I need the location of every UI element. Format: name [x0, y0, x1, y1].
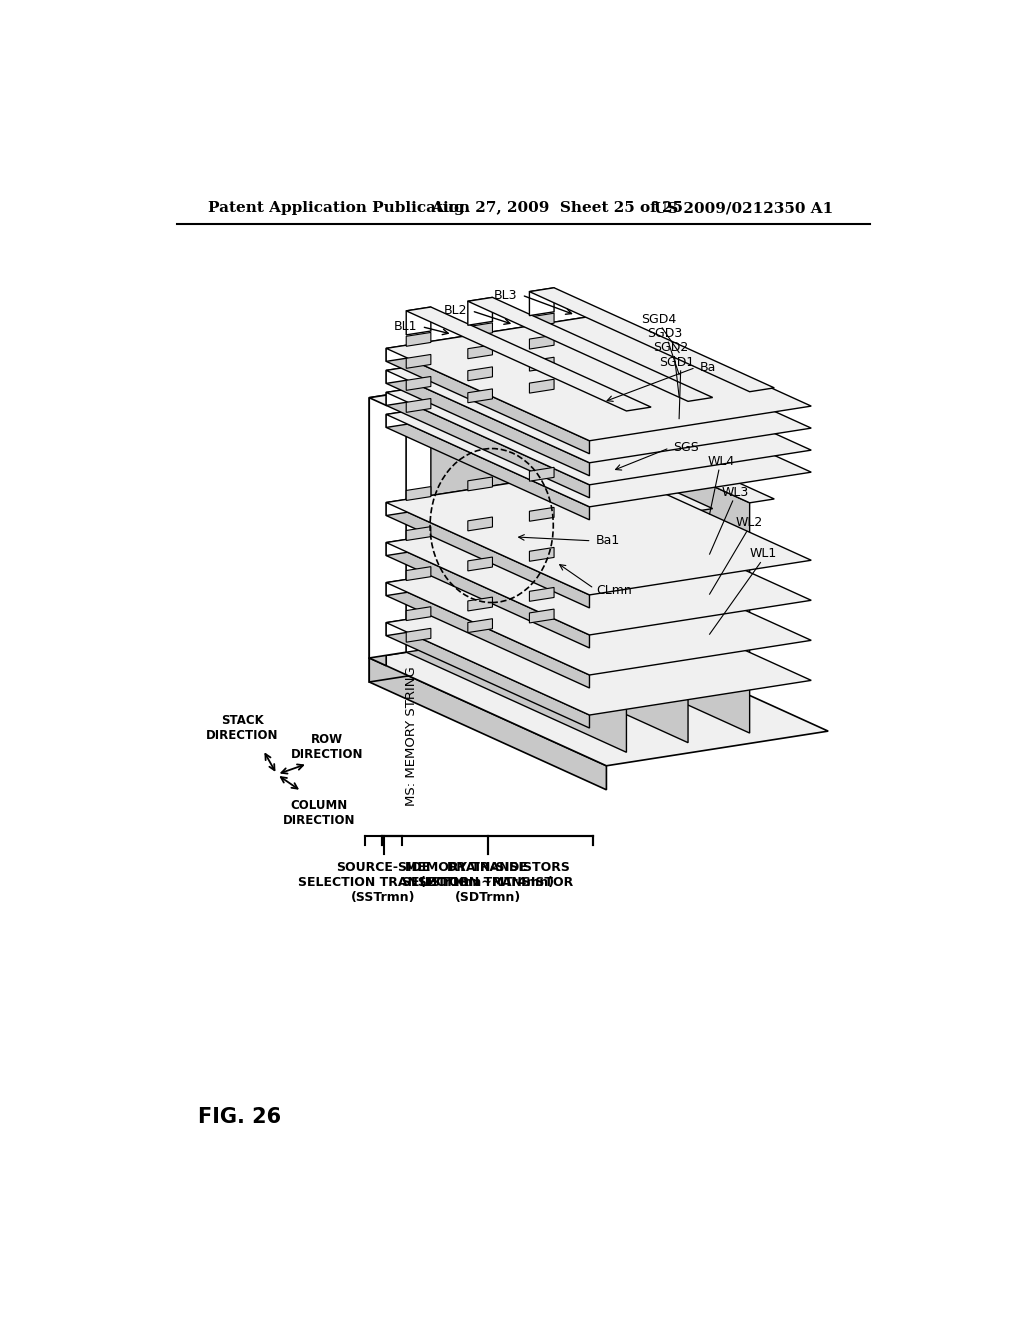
Polygon shape	[386, 587, 608, 636]
Polygon shape	[468, 557, 493, 572]
Polygon shape	[529, 548, 554, 561]
Polygon shape	[386, 623, 590, 729]
Text: COLUMN
DIRECTION: COLUMN DIRECTION	[283, 799, 355, 828]
Polygon shape	[468, 412, 688, 743]
Polygon shape	[386, 371, 590, 475]
Text: BL2: BL2	[443, 305, 467, 317]
Text: WL3: WL3	[721, 486, 749, 499]
Polygon shape	[529, 609, 554, 623]
Text: Ba: Ba	[699, 360, 716, 374]
Polygon shape	[468, 408, 713, 512]
Text: SGD1: SGD1	[659, 355, 694, 368]
Text: SGD4: SGD4	[641, 313, 676, 326]
Polygon shape	[407, 422, 627, 752]
Polygon shape	[407, 566, 431, 581]
Polygon shape	[386, 358, 608, 405]
Polygon shape	[386, 380, 608, 428]
Polygon shape	[386, 380, 811, 507]
Polygon shape	[468, 389, 493, 403]
Polygon shape	[407, 376, 431, 391]
Polygon shape	[370, 363, 608, 405]
Polygon shape	[529, 335, 554, 348]
Polygon shape	[407, 418, 651, 523]
Polygon shape	[386, 414, 590, 520]
Polygon shape	[386, 503, 590, 609]
Polygon shape	[407, 527, 431, 540]
Text: BL1: BL1	[393, 321, 417, 333]
Polygon shape	[407, 628, 431, 643]
Polygon shape	[386, 392, 590, 498]
Polygon shape	[468, 367, 493, 380]
Polygon shape	[407, 355, 431, 368]
Polygon shape	[386, 548, 811, 675]
Text: Patent Application Publication: Patent Application Publication	[208, 202, 470, 215]
Polygon shape	[386, 508, 608, 556]
Polygon shape	[386, 582, 590, 688]
Polygon shape	[529, 379, 554, 393]
Text: WL1: WL1	[750, 548, 776, 560]
Polygon shape	[529, 313, 554, 327]
Polygon shape	[386, 314, 811, 441]
Polygon shape	[529, 399, 774, 503]
Polygon shape	[529, 403, 750, 733]
Polygon shape	[529, 587, 554, 602]
Polygon shape	[386, 548, 608, 595]
Polygon shape	[468, 297, 493, 325]
Polygon shape	[529, 467, 554, 482]
Text: MS: MEMORY STRING: MS: MEMORY STRING	[406, 667, 418, 805]
Text: FIG. 26: FIG. 26	[199, 1107, 282, 1127]
Text: US 2009/0212350 A1: US 2009/0212350 A1	[654, 202, 834, 215]
Polygon shape	[370, 657, 606, 789]
Polygon shape	[386, 508, 811, 635]
Text: SOURCE-SIDE
SELECTION TRANSISTOR
(SSTrmn): SOURCE-SIDE SELECTION TRANSISTOR (SSTrmn…	[298, 861, 469, 904]
Text: WL2: WL2	[735, 516, 763, 529]
Text: DRAIN-SIDE
SELECTION TRANSISTOR
(SDTrmn): DRAIN-SIDE SELECTION TRANSISTOR (SDTrmn)	[402, 861, 573, 904]
Polygon shape	[407, 418, 431, 652]
Polygon shape	[468, 297, 713, 401]
Polygon shape	[468, 517, 493, 531]
Text: SGD3: SGD3	[647, 327, 682, 341]
Polygon shape	[468, 619, 493, 632]
Polygon shape	[386, 358, 811, 484]
Polygon shape	[529, 288, 554, 315]
Polygon shape	[386, 314, 608, 362]
Polygon shape	[370, 623, 591, 682]
Polygon shape	[468, 597, 493, 611]
Text: STACK
DIRECTION: STACK DIRECTION	[206, 714, 279, 742]
Polygon shape	[370, 363, 591, 657]
Polygon shape	[529, 399, 554, 634]
Polygon shape	[386, 587, 811, 715]
Polygon shape	[468, 345, 493, 359]
Text: BL3: BL3	[494, 289, 517, 301]
Text: SGD2: SGD2	[653, 342, 688, 354]
Polygon shape	[386, 543, 590, 648]
Text: ROW
DIRECTION: ROW DIRECTION	[291, 733, 364, 760]
Polygon shape	[386, 335, 811, 463]
Text: SGS: SGS	[674, 441, 699, 454]
Polygon shape	[386, 335, 608, 383]
Text: CLmn: CLmn	[596, 585, 632, 598]
Polygon shape	[407, 308, 431, 335]
Polygon shape	[386, 348, 590, 454]
Polygon shape	[529, 288, 774, 392]
Polygon shape	[370, 397, 386, 665]
Text: Aug. 27, 2009  Sheet 25 of 25: Aug. 27, 2009 Sheet 25 of 25	[431, 202, 683, 215]
Polygon shape	[370, 623, 828, 766]
Polygon shape	[529, 358, 554, 371]
Polygon shape	[386, 467, 811, 595]
Polygon shape	[386, 467, 608, 516]
Polygon shape	[407, 333, 431, 346]
Text: MEMORY TRANSISTORS
(MTr1mn~MTr4mn): MEMORY TRANSISTORS (MTr1mn~MTr4mn)	[406, 861, 570, 888]
Polygon shape	[407, 399, 431, 412]
Polygon shape	[468, 323, 493, 337]
Polygon shape	[468, 477, 493, 491]
Text: WL4: WL4	[708, 455, 735, 467]
Polygon shape	[407, 487, 431, 500]
Polygon shape	[407, 308, 651, 411]
Polygon shape	[529, 507, 554, 521]
Text: Ba1: Ba1	[596, 535, 620, 548]
Polygon shape	[407, 607, 431, 620]
Polygon shape	[468, 408, 493, 643]
